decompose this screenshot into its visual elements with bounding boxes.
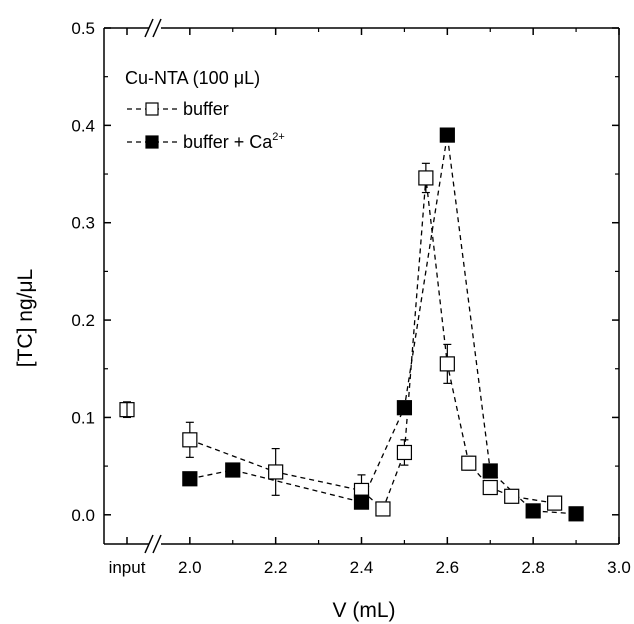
data-point-buffer: [461, 455, 477, 471]
data-point-buffer: [396, 444, 413, 461]
legend-marker-buffer: [145, 102, 159, 116]
data-point-buffer-ca: [225, 462, 241, 478]
error-bar-input: [123, 401, 131, 419]
x-tick-label: 2.2: [264, 558, 288, 577]
data-point-buffer-ca: [568, 506, 584, 522]
x-tick-label: 2.8: [521, 558, 545, 577]
series-line-buffer: [189, 177, 555, 511]
axis-break-top: [144, 18, 162, 38]
data-point-buffer-ca: [439, 127, 455, 143]
x-tick-label: 3.0: [607, 558, 631, 577]
data-point-buffer: [439, 356, 455, 372]
data-points: [119, 127, 584, 522]
data-point-buffer: [547, 495, 563, 511]
legend-marker-ca: [145, 135, 159, 149]
axis-break-slash: [144, 18, 154, 38]
axis-break-slash: [144, 534, 154, 554]
data-point-buffer-ca: [525, 503, 541, 519]
data-point-buffer: [182, 432, 198, 448]
y-tick-label: 0.0: [71, 506, 95, 525]
data-point-buffer: [504, 488, 520, 504]
axis-break-bottom: [144, 534, 162, 554]
legend-label-buffer: buffer: [183, 99, 229, 119]
legend-label-ca-superscript: 2+: [272, 131, 285, 143]
x-tick-label-input: input: [109, 558, 146, 577]
y-tick-label: 0.1: [71, 408, 95, 427]
y-tick-label: 0.2: [71, 311, 95, 330]
plot-frame: [103, 18, 620, 554]
x-tick-label: 2.4: [350, 558, 374, 577]
data-point-buffer: [375, 501, 391, 517]
legend: Cu-NTA (100 μL) buffer buffer + Ca2+: [125, 68, 285, 152]
data-point-buffer: [482, 479, 498, 496]
legend-label-ca: buffer + Ca2+: [183, 131, 285, 152]
legend-title: Cu-NTA (100 μL): [125, 68, 260, 88]
data-point-buffer: [418, 170, 434, 186]
x-tick-label: 2.6: [436, 558, 460, 577]
x-axis-title: V (mL): [333, 599, 396, 622]
axis-ticks: [104, 27, 620, 544]
axis-break-slash: [152, 534, 162, 554]
tick-labels: 0.0 0.1 0.2 0.3 0.4 0.5 input 2.0 2.2 2.4 2.6 2.8 3.…: [71, 19, 630, 577]
data-point-buffer-ca: [396, 400, 413, 416]
data-point-buffer: [268, 464, 284, 480]
legend-label-ca-text: buffer + Ca: [183, 132, 273, 152]
error-bars: [123, 162, 559, 515]
axis-break-slash: [152, 18, 162, 38]
y-axis-title: [TC] ng/μL: [14, 269, 37, 367]
series-line-buffer-ca: [189, 134, 577, 515]
y-tick-label: 0.3: [71, 214, 95, 233]
series-lines: [189, 134, 577, 515]
x-tick-label: 2.0: [178, 558, 202, 577]
y-tick-label: 0.4: [71, 116, 95, 135]
data-point-buffer-ca: [482, 463, 498, 479]
data-point-input: [119, 402, 135, 418]
data-point-buffer-ca: [182, 471, 198, 487]
y-tick-label: 0.5: [71, 19, 95, 38]
data-point-buffer-ca: [353, 494, 370, 510]
